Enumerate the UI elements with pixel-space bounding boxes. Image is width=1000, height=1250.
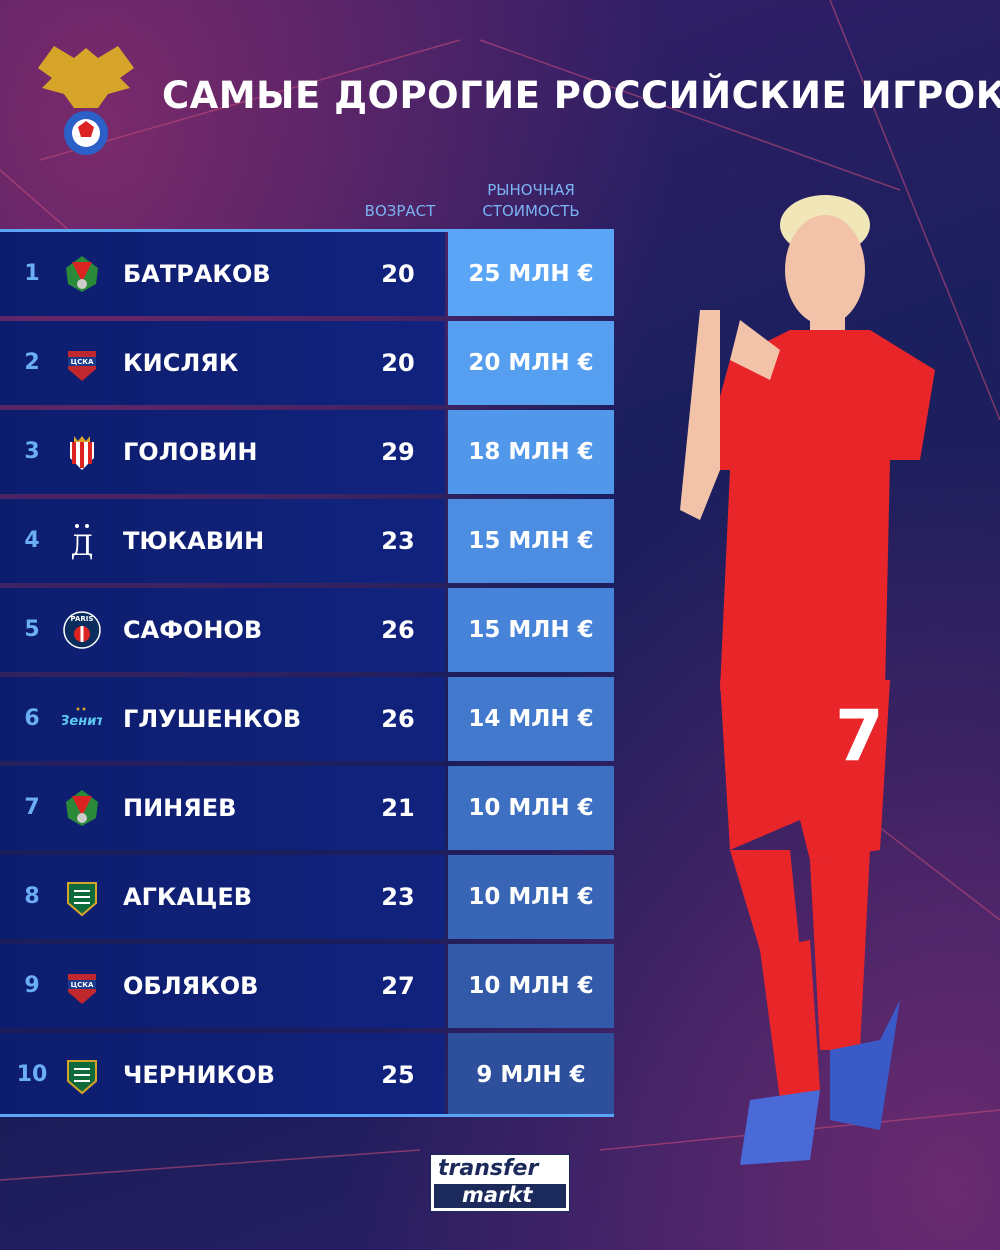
player-photo: 7 — [680, 195, 935, 1165]
player-name: КИСЛЯК — [123, 349, 239, 377]
player-shirt-number: 7 — [835, 695, 884, 777]
player-age: 23 — [381, 527, 415, 555]
krasnodar-club-icon — [67, 882, 97, 917]
player-name: ТЮКАВИН — [123, 527, 265, 555]
player-rank: 5 — [24, 617, 40, 642]
player-market-value: 14 МЛН € — [448, 677, 614, 761]
player-market-value: 10 МЛН € — [448, 766, 614, 850]
player-rank: 4 — [24, 528, 40, 553]
row-background — [0, 677, 445, 761]
table-row: 1 БАТРАКОВ 20 25 МЛН € — [0, 232, 614, 316]
brand-line2: markt — [434, 1184, 566, 1208]
player-rank: 2 — [24, 350, 40, 375]
table-top-divider — [0, 229, 614, 232]
player-age: 21 — [381, 794, 415, 822]
player-name: САФОНОВ — [123, 616, 263, 644]
player-name: АГКАЦЕВ — [123, 883, 253, 911]
club-logo-text: ЦСКА — [71, 981, 94, 989]
player-rank: 8 — [24, 884, 40, 909]
player-name: ГОЛОВИН — [123, 438, 258, 466]
player-age: 27 — [381, 972, 415, 1000]
club-logo-text: Зенит — [62, 714, 102, 729]
player-market-value: 10 МЛН € — [448, 944, 614, 1028]
svg-text:Д: Д — [71, 529, 94, 561]
player-name: ОБЛЯКОВ — [123, 972, 259, 1000]
monaco-club-icon — [70, 436, 94, 470]
cska-club-icon: ЦСКА — [68, 351, 96, 381]
club-logo-text: ЦСКА — [71, 358, 94, 366]
row-background — [0, 499, 445, 583]
player-name: ЧЕРНИКОВ — [123, 1061, 275, 1089]
player-name: ГЛУШЕНКОВ — [123, 705, 302, 733]
table-row: 10 ЧЕРНИКОВ 25 9 МЛН € — [0, 1033, 614, 1117]
player-rank: 7 — [24, 795, 40, 820]
table-row: 6 Зенит ГЛУШЕНКОВ 26 14 МЛН € — [0, 677, 614, 761]
player-market-value: 20 МЛН € — [448, 321, 614, 405]
player-market-value: 18 МЛН € — [448, 410, 614, 494]
player-age: 23 — [381, 883, 415, 911]
player-age: 26 — [381, 705, 415, 733]
table-row: 3 ГОЛОВИН 29 18 МЛН € — [0, 410, 614, 494]
column-header-market-value: РЫНОЧНАЯ СТОИМОСТЬ — [448, 180, 614, 222]
player-market-value: 9 МЛН € — [448, 1033, 614, 1117]
lokomotiv-club-icon — [66, 790, 98, 826]
table-row: 9 ЦСКА ОБЛЯКОВ 27 10 МЛН € — [0, 944, 614, 1028]
player-age: 20 — [381, 349, 415, 377]
krasnodar-club-icon — [67, 1060, 97, 1095]
player-name: ПИНЯЕВ — [123, 794, 237, 822]
russian-football-union-emblem — [38, 46, 134, 155]
column-header-age: ВОЗРАСТ — [364, 202, 436, 220]
table-row: 7 ПИНЯЕВ 21 10 МЛН € — [0, 766, 614, 850]
table-row: 5 PARIS САФОНОВ 26 15 МЛН € — [0, 588, 614, 672]
player-rank: 1 — [24, 261, 40, 286]
player-market-value: 10 МЛН € — [448, 855, 614, 939]
player-age: 26 — [381, 616, 415, 644]
table-row: 8 АГКАЦЕВ 23 10 МЛН € — [0, 855, 614, 939]
player-market-value: 15 МЛН € — [448, 499, 614, 583]
club-logo-text: PARIS — [71, 615, 94, 623]
table-row: 4 Д ТЮКАВИН 23 15 МЛН € — [0, 499, 614, 583]
player-age: 29 — [381, 438, 415, 466]
player-market-value: 25 МЛН € — [448, 232, 614, 316]
table-row: 2 ЦСКА КИСЛЯК 20 20 МЛН € — [0, 321, 614, 405]
player-rank: 6 — [24, 706, 40, 731]
player-name: БАТРАКОВ — [123, 260, 271, 288]
page-title: САМЫЕ ДОРОГИЕ РОССИЙСКИЕ ИГРОКИ — [162, 74, 1000, 117]
lokomotiv-club-icon — [66, 256, 98, 292]
player-rank: 3 — [24, 439, 40, 464]
player-age: 20 — [381, 260, 415, 288]
psg-club-icon: PARIS — [63, 611, 101, 649]
brand-line1: transfer — [438, 1156, 539, 1181]
cska-club-icon: ЦСКА — [68, 974, 96, 1004]
player-market-value: 15 МЛН € — [448, 588, 614, 672]
player-rank: 9 — [24, 973, 40, 998]
dynamo-club-icon: Д — [71, 524, 94, 561]
column-header-value-line2: СТОИМОСТЬ — [482, 202, 580, 220]
table-bottom-divider — [0, 1114, 614, 1117]
column-header-value-line1: РЫНОЧНАЯ — [487, 181, 575, 199]
zenit-club-icon: Зенит — [62, 707, 102, 729]
player-age: 25 — [381, 1061, 415, 1089]
player-rank: 10 — [16, 1062, 48, 1087]
transfermarkt-logo: transfer markt — [430, 1154, 570, 1212]
